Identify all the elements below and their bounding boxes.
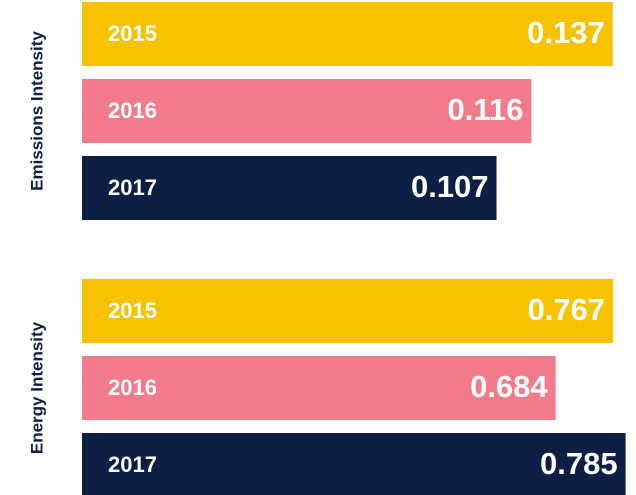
value-label: 0.767 <box>528 292 606 327</box>
category-label: 2017 <box>108 175 157 200</box>
category-label: 2016 <box>108 98 157 123</box>
category-label: 2015 <box>108 21 157 46</box>
category-label: 2016 <box>108 375 157 400</box>
bar-chart: Emissions Intensity 2015 0.137 2016 0.116 201… <box>27 2 613 220</box>
bar <box>82 79 532 143</box>
value-label: 0.785 <box>540 446 618 481</box>
value-label: 0.107 <box>411 169 489 204</box>
bar <box>82 433 626 495</box>
category-label: 2015 <box>108 298 157 323</box>
axis-label: Energy Intensity <box>27 321 46 454</box>
category-label: 2017 <box>108 452 157 477</box>
value-label: 0.116 <box>448 92 524 127</box>
value-label: 0.137 <box>527 15 605 50</box>
value-label: 0.684 <box>470 369 548 404</box>
bar <box>82 279 614 343</box>
bar <box>82 2 613 66</box>
bar <box>82 356 556 420</box>
bar <box>82 156 497 220</box>
bar-chart: Energy Intensity 2015 0.767 2016 0.684 2017 0.… <box>27 279 626 495</box>
axis-label: Emissions Intensity <box>27 31 46 191</box>
